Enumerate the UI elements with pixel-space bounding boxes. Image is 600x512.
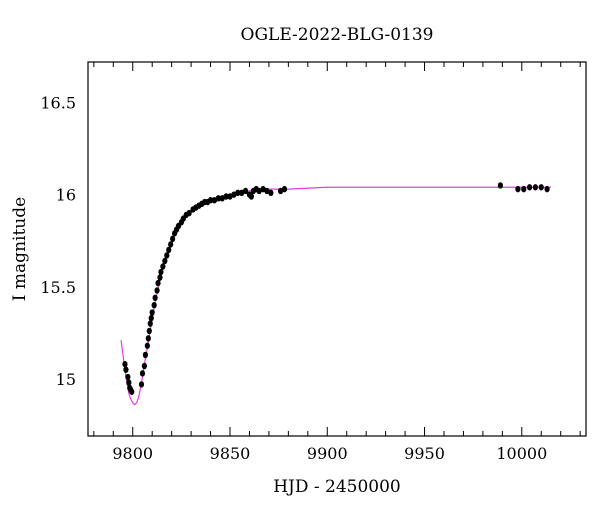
data-point bbox=[151, 301, 157, 309]
data-point bbox=[157, 274, 163, 281]
data-point bbox=[122, 360, 128, 368]
data-point bbox=[145, 335, 151, 342]
data-point bbox=[170, 235, 176, 243]
data-point bbox=[141, 362, 148, 370]
x-tick-label: 9800 bbox=[112, 444, 153, 463]
data-point bbox=[158, 268, 164, 276]
data-point bbox=[160, 263, 166, 270]
data-point bbox=[142, 351, 148, 359]
data-point bbox=[526, 184, 533, 191]
y-tick-label: 16.5 bbox=[40, 94, 76, 113]
data-point bbox=[149, 309, 155, 316]
data-point bbox=[129, 388, 135, 395]
data-point bbox=[144, 342, 150, 349]
y-tick-label: 16 bbox=[56, 186, 76, 205]
data-point bbox=[281, 185, 288, 193]
data-point bbox=[215, 195, 221, 202]
data-point bbox=[521, 185, 527, 193]
tick-labels: 9800 9850 9900 9950 10000 15 15.5 16 16.5 bbox=[40, 94, 547, 463]
data-point bbox=[268, 189, 274, 197]
data-point bbox=[235, 189, 241, 197]
x-axis-title: HJD - 2450000 bbox=[273, 477, 401, 497]
data-point bbox=[497, 182, 504, 189]
data-point bbox=[138, 381, 145, 388]
x-tick-label: 9850 bbox=[210, 444, 251, 463]
y-axis-title: I magnitude bbox=[10, 197, 30, 301]
data-point bbox=[515, 185, 521, 193]
data-point bbox=[207, 196, 214, 204]
data-point bbox=[166, 246, 172, 254]
data-point bbox=[162, 257, 168, 265]
data-point bbox=[126, 379, 132, 386]
y-tick-label: 15.5 bbox=[40, 278, 76, 297]
x-tick-label: 10000 bbox=[496, 444, 547, 463]
data-point bbox=[154, 287, 160, 294]
data-point bbox=[532, 184, 539, 191]
data-point bbox=[168, 241, 174, 248]
data-point bbox=[248, 193, 255, 200]
data-point bbox=[186, 209, 192, 217]
data-point bbox=[164, 252, 170, 259]
data-point bbox=[242, 187, 249, 195]
data-point bbox=[147, 320, 153, 327]
y-tick-label: 15 bbox=[56, 370, 76, 389]
data-point bbox=[139, 370, 146, 377]
data-point bbox=[544, 185, 550, 193]
data-point bbox=[123, 366, 129, 373]
data-points bbox=[122, 182, 550, 395]
data-point bbox=[538, 184, 544, 191]
data-point bbox=[155, 279, 161, 287]
x-tick-label: 9900 bbox=[307, 444, 348, 463]
data-point bbox=[125, 373, 131, 381]
data-point bbox=[146, 327, 152, 335]
x-tick-label: 9950 bbox=[404, 444, 445, 463]
chart-title: OGLE-2022-BLG-0139 bbox=[241, 25, 434, 45]
data-point bbox=[152, 294, 158, 302]
data-point bbox=[223, 193, 229, 200]
data-point bbox=[148, 314, 154, 322]
plot-frame bbox=[87, 61, 587, 437]
axis-ticks bbox=[93, 62, 581, 436]
